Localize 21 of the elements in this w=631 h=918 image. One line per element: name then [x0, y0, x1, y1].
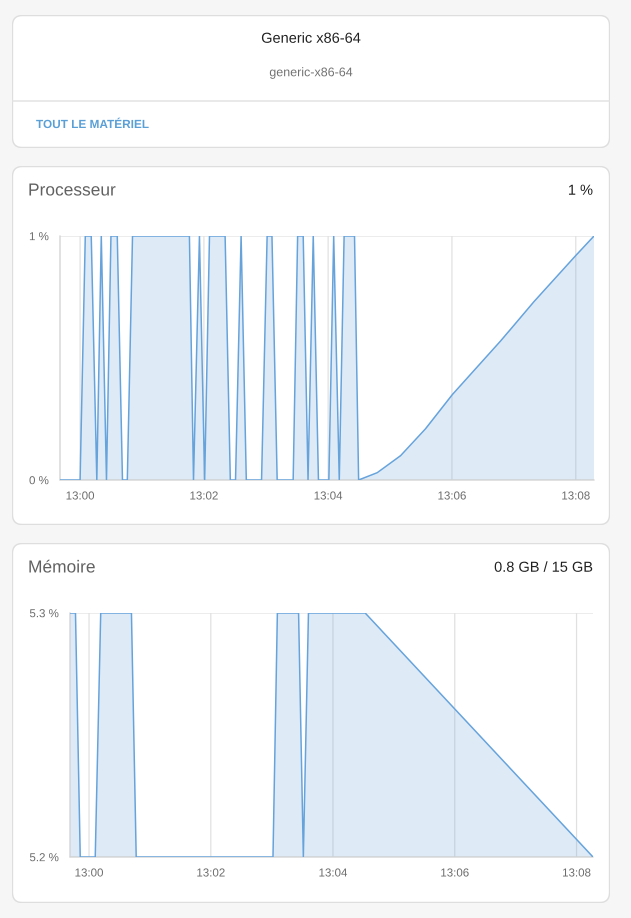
x-tick-label: 13:02 [190, 491, 218, 500]
y-tick-label: 0 % [29, 476, 48, 484]
y-tick-label: 5.3 % [30, 609, 58, 618]
x-tick-label: 13:04 [314, 491, 342, 500]
x-tick-label: 13:08 [562, 491, 590, 500]
x-tick-label: 13:00 [75, 868, 103, 877]
x-tick-label: 13:02 [197, 868, 225, 877]
x-tick-label: 13:00 [66, 491, 94, 500]
x-tick-label: 13:08 [563, 868, 590, 877]
text: TOUT LE MATÉRIEL [36, 118, 149, 128]
x-tick-label: 13:06 [438, 491, 466, 500]
x-tick-label: 13:06 [441, 868, 469, 877]
text: generic-x86-64 [270, 67, 352, 79]
text: 0.8 GB / 15 GB [494, 561, 592, 572]
x-tick-label: 13:04 [319, 868, 348, 877]
text: Generic x86-64 [262, 32, 360, 43]
text: 1 % [568, 184, 592, 195]
y-tick-label: 5.2 % [30, 853, 58, 862]
chart-title: Mémoire [29, 560, 95, 573]
y-tick-label: 1 % [30, 232, 48, 240]
chart-title: Processeur [29, 184, 116, 196]
